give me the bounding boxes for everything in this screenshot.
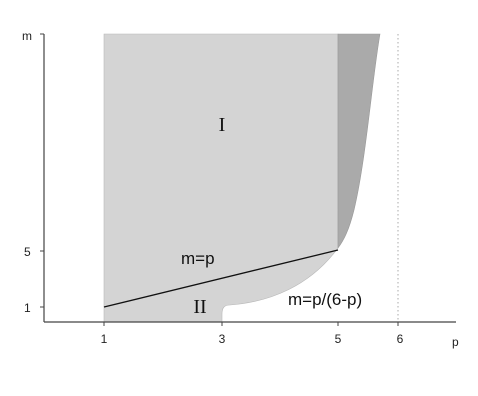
y-axis-title: m: [22, 29, 32, 43]
x-tick-label-6: 6: [397, 332, 404, 346]
hyperbola-label: m=p/(6-p): [288, 290, 362, 309]
y-tick-label-5: 5: [24, 245, 31, 259]
x-tick-label-5: 5: [335, 332, 342, 346]
x-tick-label-3: 3: [219, 332, 226, 346]
y-tick-label-1: 1: [24, 301, 31, 315]
region-two-label: II: [193, 296, 206, 318]
x-axis-title: p: [452, 335, 459, 349]
region-one-label: I: [219, 114, 226, 136]
region-dark-fill: [337, 33, 381, 249]
x-tick-label-1: 1: [101, 332, 108, 346]
region-light-fill: [103, 33, 339, 323]
line-m-equals-p: [103, 249, 339, 308]
line-label: m=p: [181, 249, 215, 268]
